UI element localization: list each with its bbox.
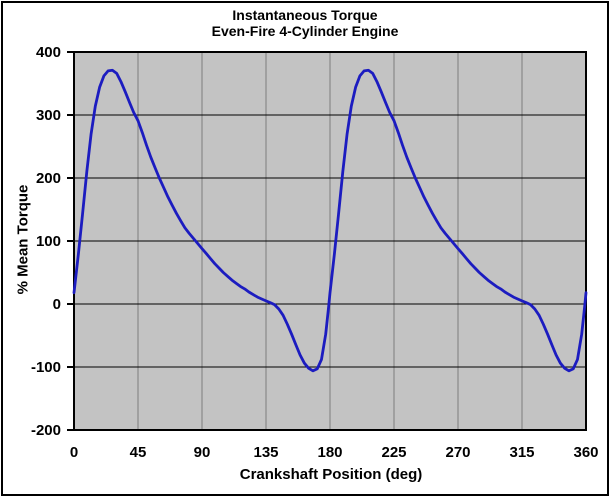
y-tick-label: 0: [53, 296, 61, 313]
y-tick-label: 100: [36, 233, 61, 250]
x-tick-label: 45: [130, 444, 147, 461]
y-axis-label: % Mean Torque: [14, 184, 32, 295]
y-tick-label: 200: [36, 170, 61, 187]
chart-title-block: Instantaneous Torque Even-Fire 4-Cylinde…: [3, 7, 607, 39]
x-tick-label: 135: [253, 444, 278, 461]
x-tick-label: 270: [445, 444, 470, 461]
y-tick-label: 400: [36, 44, 61, 61]
plot-area: 400 300 200 100 0 -100 -200 0 45 90 135 180 225 270 31…: [31, 44, 599, 461]
torque-curve: [72, 68, 588, 373]
y-tick-label: 300: [36, 107, 61, 124]
x-tick-label: 225: [381, 444, 406, 461]
y-tick-label: -200: [31, 422, 61, 439]
chart-subtitle: Even-Fire 4-Cylinder Engine: [211, 23, 399, 39]
x-tick-label: 90: [194, 444, 211, 461]
x-tick-label: 0: [70, 444, 78, 461]
chart-title: Instantaneous Torque: [232, 7, 378, 23]
x-tick-label: 360: [573, 444, 598, 461]
x-tick-label: 180: [317, 444, 342, 461]
y-tick-label: -100: [31, 359, 61, 376]
x-tick-label: 315: [509, 444, 534, 461]
x-axis-label: Crankshaft Position (deg): [239, 466, 423, 483]
